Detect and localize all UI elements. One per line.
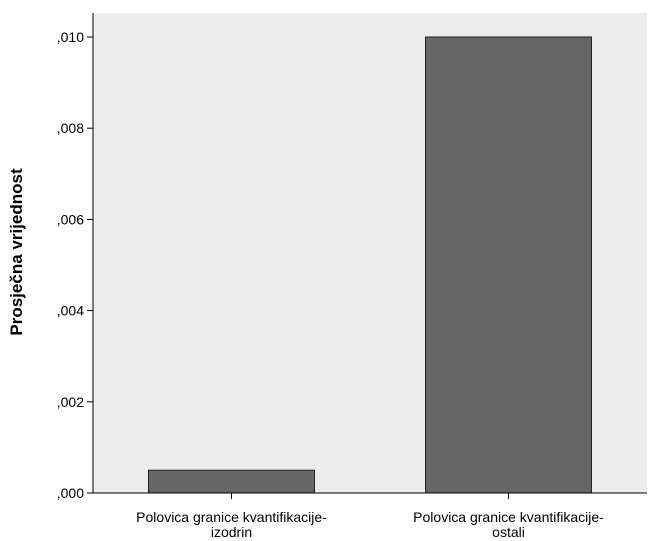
y-tick-label: ,004 (57, 303, 84, 319)
y-axis-title: Prosječna vrijednost (7, 168, 26, 336)
y-tick-label: ,010 (57, 29, 84, 45)
x-category-label-line: izodrin (211, 524, 252, 540)
bar-1 (148, 469, 315, 494)
x-category-label-line: ostali (492, 524, 525, 540)
x-category-label-line: Polovica granice kvantifikacije- (136, 509, 327, 525)
y-ticks-group: ,000 ,002 ,004 ,006 ,008 ,010 (57, 29, 93, 501)
y-tick-label: ,002 (57, 394, 84, 410)
x-labels-group: Polovica granice kvantifikacije-izodrinP… (136, 493, 604, 540)
x-category-label: Polovica granice kvantifikacije-izodrin (136, 509, 327, 540)
bar-2 (425, 36, 592, 494)
x-category-label: Polovica granice kvantifikacije-ostali (413, 509, 604, 540)
y-tick-label: ,008 (57, 120, 84, 136)
y-tick-label: ,006 (57, 211, 84, 227)
x-category-label-line: Polovica granice kvantifikacije- (413, 509, 604, 525)
y-tick-label: ,000 (57, 485, 84, 501)
bars-group (148, 36, 592, 494)
